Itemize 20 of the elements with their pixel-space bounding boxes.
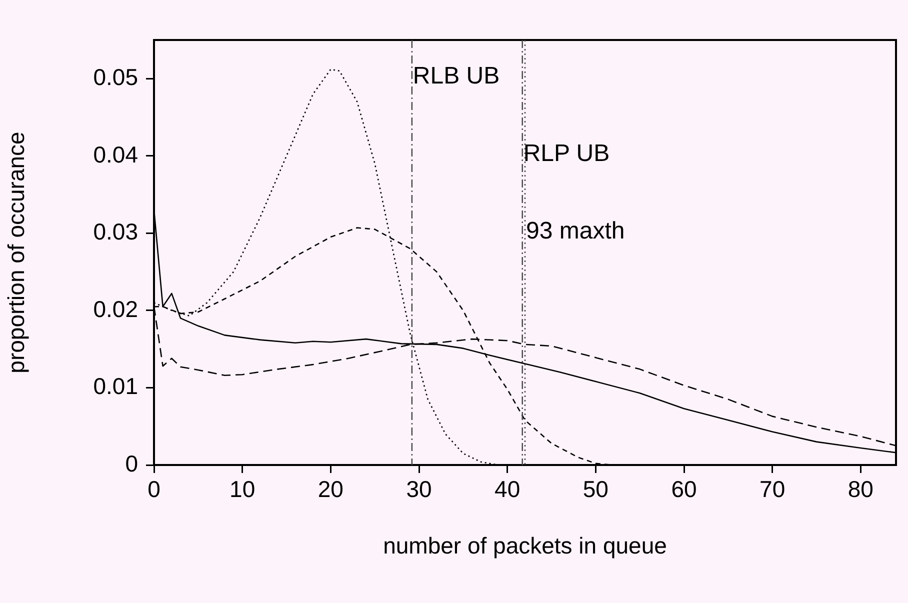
y-tick-label: 0.01 bbox=[93, 373, 138, 400]
y-tick-label: 0.05 bbox=[93, 64, 138, 90]
x-axis-title: number of packets in queue bbox=[383, 532, 667, 559]
y-axis-title: proportion of occurance bbox=[3, 132, 30, 374]
x-tick-label: 40 bbox=[494, 476, 520, 502]
x-tick-label: 80 bbox=[848, 476, 874, 502]
x-tick-label: 60 bbox=[671, 476, 697, 502]
x-tick-label: 10 bbox=[230, 476, 256, 502]
x-tick-label: 20 bbox=[318, 476, 344, 502]
ref-line-label: RLP UB bbox=[523, 140, 610, 168]
y-tick-label: 0.04 bbox=[93, 141, 138, 168]
x-tick-label: 70 bbox=[760, 476, 786, 502]
x-tick-label: 0 bbox=[148, 476, 160, 502]
ref-line-label: 93 maxth bbox=[526, 218, 625, 245]
x-tick-label: 50 bbox=[582, 476, 608, 502]
y-tick-label: 0.02 bbox=[93, 296, 138, 322]
ref-line-label: RLB UB bbox=[412, 62, 500, 90]
x-tick-label: 30 bbox=[406, 476, 432, 502]
y-tick-label: 0 bbox=[125, 450, 138, 476]
y-tick-label: 0.03 bbox=[93, 218, 138, 245]
